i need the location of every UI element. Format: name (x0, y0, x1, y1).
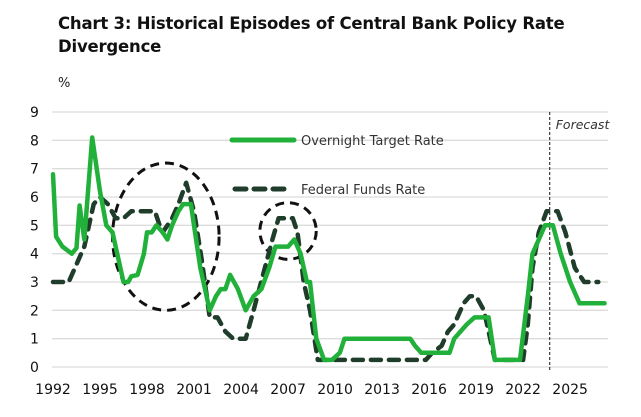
y-tick-label: 2 (30, 303, 39, 319)
x-tick-label: 2013 (364, 382, 400, 398)
y-axis-ticks: 0 1 2 3 4 5 6 7 8 9 (30, 105, 39, 376)
x-tick-label: 1995 (82, 382, 118, 398)
legend-label-fedfunds: Federal Funds Rate (301, 183, 425, 198)
y-tick-label: 3 (30, 275, 39, 291)
x-tick-label: 2025 (552, 382, 588, 398)
y-tick-label: 6 (30, 190, 39, 206)
y-tick-label: 1 (30, 332, 39, 348)
highlight-ellipse (258, 201, 318, 261)
x-axis-ticks: 1992 1995 1998 2001 2004 2007 2010 2013 2016 2019… (35, 382, 588, 398)
x-tick-label: 2007 (270, 382, 306, 398)
x-tick-label: 2004 (223, 382, 259, 398)
legend: Overnight Target Rate Federal Funds Rate (229, 134, 444, 198)
x-tick-label: 2019 (458, 382, 494, 398)
y-axis-unit-label: % (58, 76, 71, 91)
x-tick-label: 1998 (129, 382, 165, 398)
y-tick-label: 7 (30, 162, 39, 178)
x-tick-label: 2001 (176, 382, 212, 398)
x-tick-label: 2022 (505, 382, 541, 398)
y-tick-label: 8 (30, 133, 39, 149)
y-tick-label: 4 (30, 247, 39, 263)
chart-title: Chart 3: Historical Episodes of Central … (58, 14, 565, 56)
legend-label-overnight: Overnight Target Rate (301, 134, 444, 149)
y-tick-label: 5 (30, 218, 39, 234)
y-tick-label: 0 (30, 360, 39, 376)
gridlines (52, 111, 608, 368)
forecast-label: Forecast (556, 117, 611, 132)
x-tick-label: 2010 (317, 382, 353, 398)
x-tick-label: 1992 (35, 382, 71, 398)
x-tick-label: 2016 (411, 382, 447, 398)
series-line-overnight-target-rate (50, 135, 607, 363)
y-tick-label: 9 (30, 105, 39, 121)
series-line-federal-funds-rate (50, 180, 601, 363)
series-lines (50, 135, 607, 363)
